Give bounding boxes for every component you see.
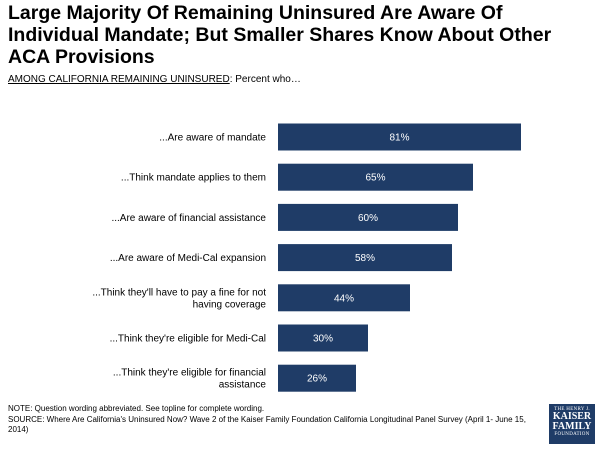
bar-chart: 81% ...Are aware of mandate 65% ...Think ma… [92, 123, 521, 392]
category-label-2: ...Think mandate applies to them [121, 173, 266, 184]
subtitle-rest: : Percent who… [229, 74, 301, 85]
category-label-5: ...Think they'll have to pay a fine for … [92, 287, 266, 310]
logo-line-2: KAISER [552, 411, 592, 422]
bar-1 [278, 123, 521, 151]
logo-line-1: THE HENRY J. [554, 407, 590, 412]
kff-logo: THE HENRY J. KAISER FAMILY FOUNDATION [549, 404, 595, 444]
bar-value-label-3: 60% [358, 213, 378, 224]
bar-value-label-5: 44% [334, 293, 354, 304]
bar-value-label-7: 26% [307, 374, 327, 385]
category-label-3: ...Are aware of financial assistance [111, 213, 266, 224]
bar-value-label-6: 30% [313, 334, 333, 345]
bar-value-label-1: 81% [389, 133, 409, 144]
category-label-1: ...Are aware of mandate [159, 133, 266, 144]
logo-line-3: FAMILY [552, 421, 592, 432]
bar-3 [278, 203, 458, 231]
category-label-4: ...Are aware of Medi-Cal expansion [110, 253, 266, 264]
bar-5 [278, 284, 410, 312]
bar-value-label-4: 58% [355, 253, 375, 264]
source-text: SOURCE: Where Are California's Uninsured… [8, 414, 526, 435]
bar-value-label-2: 65% [365, 173, 385, 184]
chart-notes: NOTE: Question wording abbreviated. See … [8, 404, 546, 436]
note-text: NOTE: Question wording abbreviated. See … [8, 404, 265, 413]
category-label-7: ...Think they're eligible for financial a… [113, 368, 267, 391]
bar-4 [278, 244, 452, 272]
chart-subtitle: AMONG CALIFORNIA REMAINING UNINSURED: Pe… [8, 74, 596, 85]
bar-2 [278, 163, 473, 191]
bar-6 [278, 324, 368, 352]
bar-7 [278, 364, 356, 392]
category-label-6: ...Think they're eligible for Medi-Cal [110, 334, 266, 345]
chart-title: Large Majority Of Remaining Uninsured Ar… [8, 2, 552, 68]
subtitle-population: AMONG CALIFORNIA REMAINING UNINSURED [8, 74, 230, 85]
logo-line-4: FOUNDATION [554, 432, 590, 437]
